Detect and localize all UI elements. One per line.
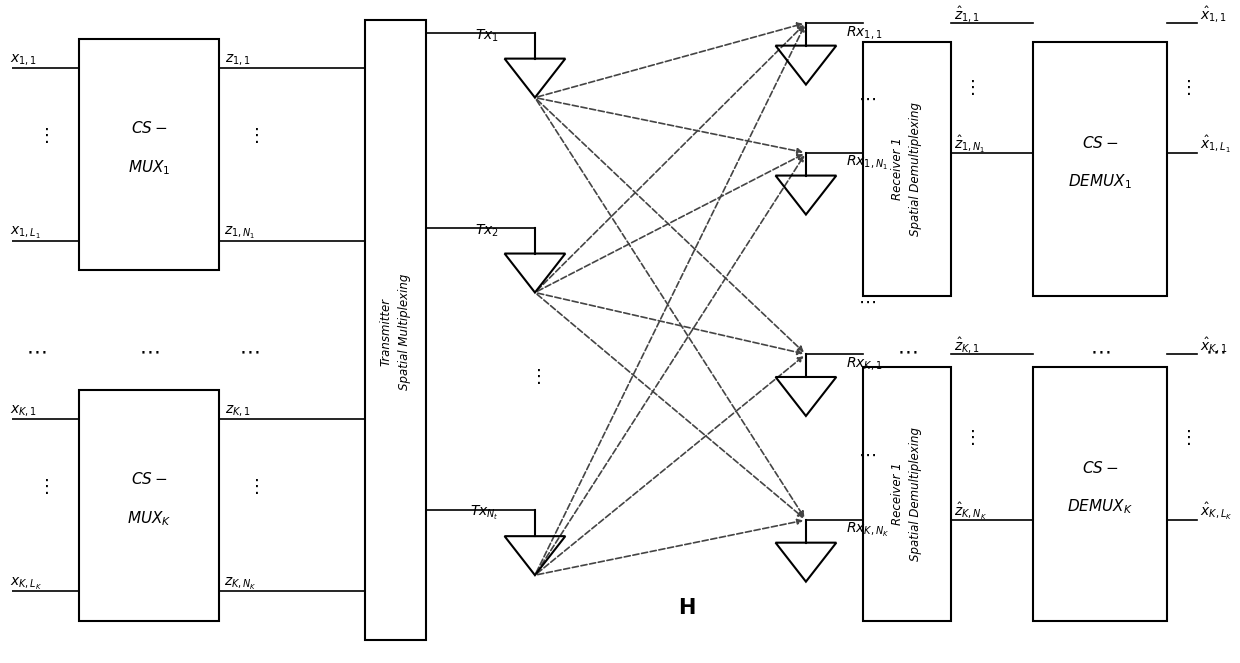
Text: $z_{K,N_K}$: $z_{K,N_K}$ bbox=[224, 575, 257, 591]
Bar bbox=[1033, 367, 1167, 621]
Text: $CS-$: $CS-$ bbox=[1081, 135, 1118, 151]
Text: $\mathbf{H}$: $\mathbf{H}$ bbox=[678, 597, 696, 618]
Text: $x_{1,1}$: $x_{1,1}$ bbox=[10, 53, 37, 68]
Text: $\cdots$: $\cdots$ bbox=[858, 90, 877, 108]
Text: $CS-$: $CS-$ bbox=[1081, 460, 1118, 476]
Text: $x_{K,1}$: $x_{K,1}$ bbox=[10, 404, 37, 419]
Text: $\hat{z}_{1,N_1}$: $\hat{z}_{1,N_1}$ bbox=[954, 134, 986, 155]
Text: $x_{1,L_1}$: $x_{1,L_1}$ bbox=[10, 225, 41, 241]
Text: $\cdots$: $\cdots$ bbox=[858, 446, 877, 464]
Bar bbox=[1033, 42, 1167, 296]
Text: $CS-$: $CS-$ bbox=[131, 471, 167, 487]
Text: $Rx_{1,N_1}$: $Rx_{1,N_1}$ bbox=[846, 154, 888, 172]
Text: $Tx_{N_t}$: $Tx_{N_t}$ bbox=[470, 505, 498, 522]
Text: $\cdots$: $\cdots$ bbox=[1205, 341, 1225, 361]
Text: $\vdots$: $\vdots$ bbox=[962, 428, 975, 447]
Text: $\vdots$: $\vdots$ bbox=[1179, 428, 1190, 447]
Text: $\vdots$: $\vdots$ bbox=[37, 477, 48, 497]
Text: $\hat{z}_{K,N_K}$: $\hat{z}_{K,N_K}$ bbox=[954, 501, 987, 522]
Text: Receiver 1
Spatial Demultiplexing: Receiver 1 Spatial Demultiplexing bbox=[892, 102, 923, 236]
Text: $\hat{x}_{K,1}$: $\hat{x}_{K,1}$ bbox=[1199, 335, 1226, 356]
Bar bbox=[365, 20, 425, 640]
Text: $\hat{z}_{K,1}$: $\hat{z}_{K,1}$ bbox=[954, 335, 981, 356]
Text: $\vdots$: $\vdots$ bbox=[247, 477, 259, 497]
Text: $\vdots$: $\vdots$ bbox=[1179, 78, 1190, 97]
Bar bbox=[79, 39, 219, 270]
Text: $Rx_{K,N_K}$: $Rx_{K,N_K}$ bbox=[846, 520, 889, 539]
Text: $Rx_{1,1}$: $Rx_{1,1}$ bbox=[846, 24, 883, 41]
Text: $MUX_K$: $MUX_K$ bbox=[126, 509, 171, 528]
Text: $MUX_1$: $MUX_1$ bbox=[128, 158, 170, 177]
Text: $\vdots$: $\vdots$ bbox=[962, 78, 975, 97]
Text: $Tx_2$: $Tx_2$ bbox=[475, 223, 498, 239]
Text: $\cdots$: $\cdots$ bbox=[858, 293, 877, 311]
Text: $\cdots$: $\cdots$ bbox=[139, 341, 160, 361]
Text: $Tx_1$: $Tx_1$ bbox=[475, 28, 498, 44]
Text: $\cdots$: $\cdots$ bbox=[239, 341, 259, 361]
Text: $\cdots$: $\cdots$ bbox=[1090, 341, 1110, 361]
Text: $Rx_{K,1}$: $Rx_{K,1}$ bbox=[846, 355, 883, 373]
Text: $\hat{x}_{K,L_K}$: $\hat{x}_{K,L_K}$ bbox=[1199, 501, 1233, 522]
Text: $z_{1,1}$: $z_{1,1}$ bbox=[226, 53, 250, 68]
Bar bbox=[863, 367, 951, 621]
Text: Transmitter
Spatial Multiplexing: Transmitter Spatial Multiplexing bbox=[379, 273, 410, 390]
Text: $\vdots$: $\vdots$ bbox=[529, 367, 541, 387]
Text: $CS-$: $CS-$ bbox=[131, 121, 167, 137]
Text: $DEMUX_1$: $DEMUX_1$ bbox=[1068, 172, 1132, 192]
Bar bbox=[863, 42, 951, 296]
Text: $\hat{x}_{1,1}$: $\hat{x}_{1,1}$ bbox=[1199, 4, 1226, 25]
Text: $z_{1,N_1}$: $z_{1,N_1}$ bbox=[224, 225, 255, 241]
Text: $\vdots$: $\vdots$ bbox=[37, 127, 48, 145]
Text: $\hat{x}_{1,L_1}$: $\hat{x}_{1,L_1}$ bbox=[1199, 134, 1230, 155]
Text: $\vdots$: $\vdots$ bbox=[247, 127, 259, 145]
Text: $x_{K,L_K}$: $x_{K,L_K}$ bbox=[10, 575, 42, 591]
Text: $\hat{z}_{1,1}$: $\hat{z}_{1,1}$ bbox=[954, 4, 980, 25]
Text: $\cdots$: $\cdots$ bbox=[26, 341, 47, 361]
Text: $z_{K,1}$: $z_{K,1}$ bbox=[226, 404, 250, 419]
Text: $DEMUX_K$: $DEMUX_K$ bbox=[1068, 497, 1133, 516]
Text: $\cdots$: $\cdots$ bbox=[897, 341, 918, 361]
Text: Receiver 1
Spatial Demultiplexing: Receiver 1 Spatial Demultiplexing bbox=[892, 427, 923, 561]
Bar bbox=[79, 390, 219, 621]
